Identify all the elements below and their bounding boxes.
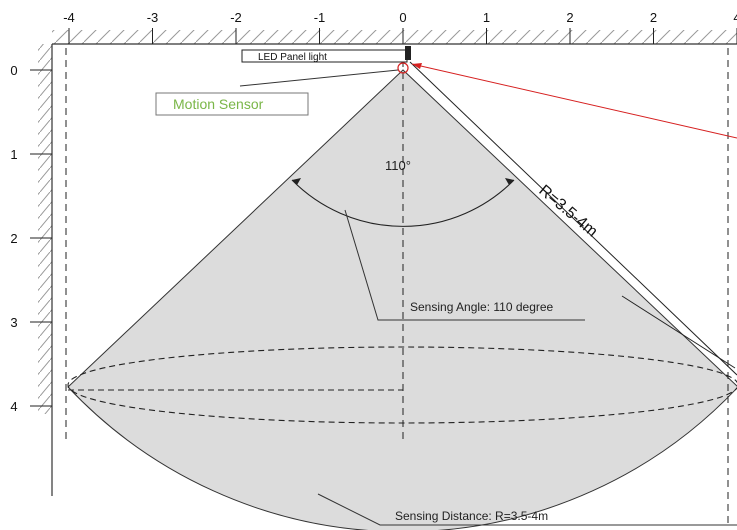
- x-tick-label: -2: [230, 10, 242, 25]
- y-tick-label: 1: [10, 147, 17, 162]
- x-axis-ticks: -4 -3 -2 -1 0 1 2 2 4: [63, 10, 737, 44]
- led-panel-label: LED Panel light: [258, 52, 327, 63]
- y-tick-label: 0: [10, 63, 17, 78]
- motion-sensor-leader: [239, 69, 399, 87]
- x-tick-label: -1: [314, 10, 326, 25]
- x-tick-label: 1: [483, 10, 490, 25]
- ceiling-hatch: [52, 30, 737, 44]
- motion-sensor-label-box: [155, 92, 309, 116]
- angle-arc-arrow-left: [292, 178, 301, 185]
- wall-hatch: [38, 44, 52, 414]
- motion-sensor-label: Motion Sensor: [173, 96, 264, 112]
- radius-dimension-line: [409, 61, 737, 376]
- x-tick-label: 4: [733, 10, 737, 25]
- angle-arc: [291, 179, 515, 227]
- radius-dimension-tail: [621, 295, 736, 369]
- y-tick-label: 2: [10, 231, 17, 246]
- y-axis-ticks: 0 1 2 3 4: [10, 63, 52, 414]
- x-tick-label: 2: [650, 10, 657, 25]
- sensing-distance-leader: [317, 493, 737, 526]
- sensing-distance-label: Sensing Distance: R=3.5-4m: [395, 509, 548, 523]
- x-tick-label: -3: [147, 10, 159, 25]
- x-tick-label: 0: [399, 10, 406, 25]
- x-tick-label: -4: [63, 10, 75, 25]
- sensing-angle-leader: [344, 209, 585, 321]
- led-panel-mount: [405, 46, 411, 60]
- motion-sensor-icon: [397, 62, 409, 74]
- sensor-pointer-line: [411, 63, 737, 139]
- angle-label: 110°: [385, 158, 411, 173]
- sensor-pointer-arrow: [412, 63, 422, 69]
- sensing-angle-label: Sensing Angle: 110 degree: [410, 300, 554, 314]
- y-tick-label: 4: [10, 399, 17, 414]
- angle-arc-arrow-right: [505, 178, 514, 185]
- y-tick-label: 3: [10, 315, 17, 330]
- x-tick-label: 2: [566, 10, 573, 25]
